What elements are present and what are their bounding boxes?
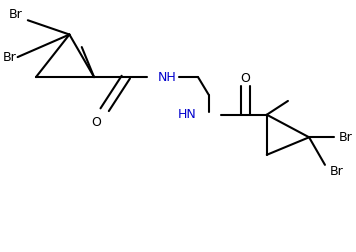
Text: Br: Br bbox=[330, 165, 344, 178]
Text: Br: Br bbox=[9, 8, 22, 21]
Text: Br: Br bbox=[2, 51, 16, 64]
Text: NH: NH bbox=[158, 71, 176, 84]
Text: HN: HN bbox=[178, 108, 196, 121]
Text: O: O bbox=[91, 116, 101, 129]
Text: O: O bbox=[241, 72, 251, 85]
Text: Br: Br bbox=[338, 131, 352, 144]
